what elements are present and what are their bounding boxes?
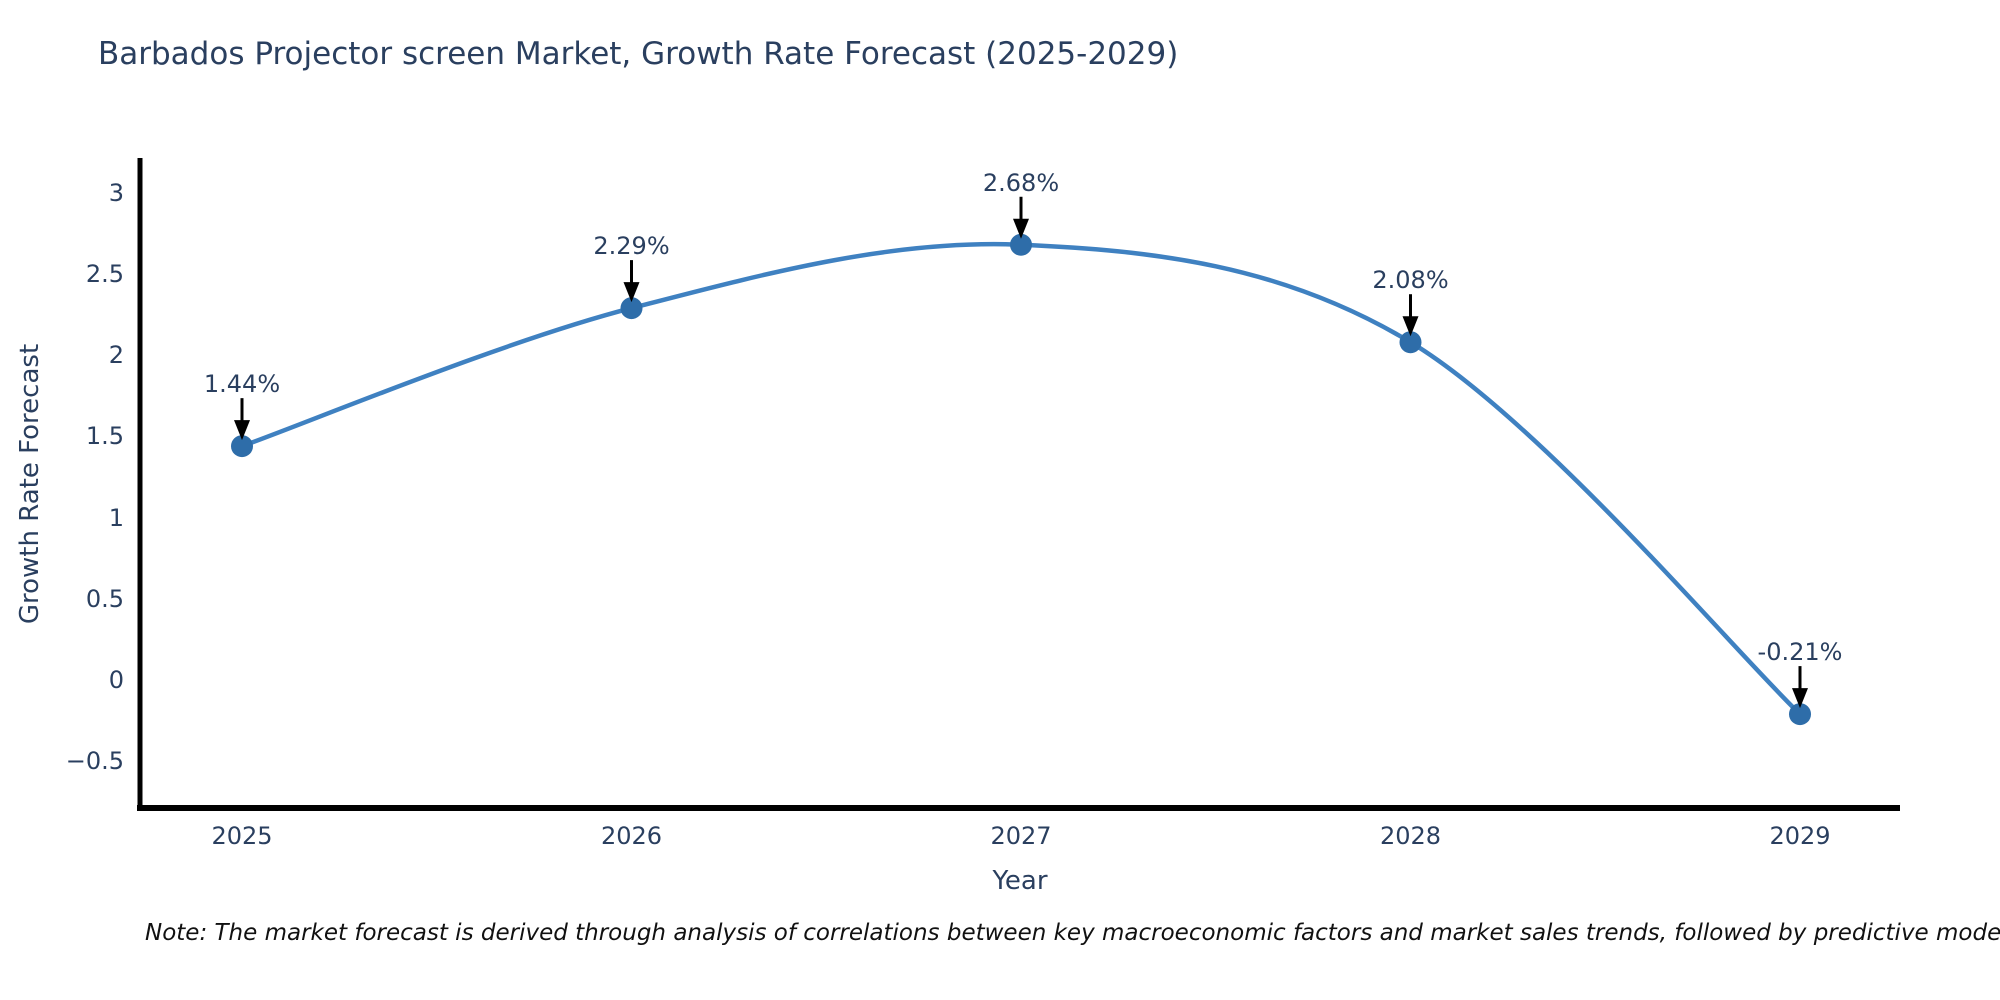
y-tick-label: 1.5 (85, 422, 124, 451)
annotation-arrowhead (1402, 316, 1419, 337)
point-value-label: 1.44% (203, 370, 281, 399)
y-tick-label: 3 (108, 178, 124, 207)
y-tick-label: 2.5 (85, 260, 124, 288)
data-point-marker (1789, 703, 1811, 726)
x-tick-label: 2029 (1769, 822, 1831, 850)
x-tick-label: 2028 (1379, 822, 1442, 850)
point-value-label: 2.08% (1372, 266, 1449, 295)
y-axis-title: Growth Rate Forecast (15, 343, 45, 625)
footnote: Note: The market forecast is derived thr… (145, 920, 2000, 946)
chart-title: Barbados Projector screen Market, Growth… (98, 36, 1179, 72)
y-tick-label: 0 (108, 666, 124, 694)
y-tick-label: −0.5 (65, 747, 124, 776)
point-value-label: -0.21% (1757, 638, 1843, 667)
x-axis-title: Year (992, 866, 1048, 896)
annotation-arrowhead (1792, 688, 1808, 709)
x-tick-label: 2026 (600, 822, 663, 850)
data-point-marker (231, 435, 253, 458)
annotation-arrowhead (234, 420, 250, 441)
y-tick-label: 0.5 (85, 584, 124, 613)
annotation-arrowhead (623, 282, 640, 303)
data-point-marker (1399, 331, 1422, 354)
y-tick-label: 2 (108, 341, 124, 370)
point-value-label: 2.29% (593, 232, 670, 261)
forecast-line (239, 241, 1803, 717)
data-point-marker (1010, 233, 1032, 256)
point-value-label: 2.68% (982, 168, 1060, 197)
data-point-marker (620, 297, 643, 320)
y-tick-label: 1 (108, 503, 124, 532)
x-tick-label: 2025 (211, 822, 273, 850)
x-tick-label: 2027 (990, 822, 1052, 850)
annotation-arrowhead (1013, 218, 1029, 239)
